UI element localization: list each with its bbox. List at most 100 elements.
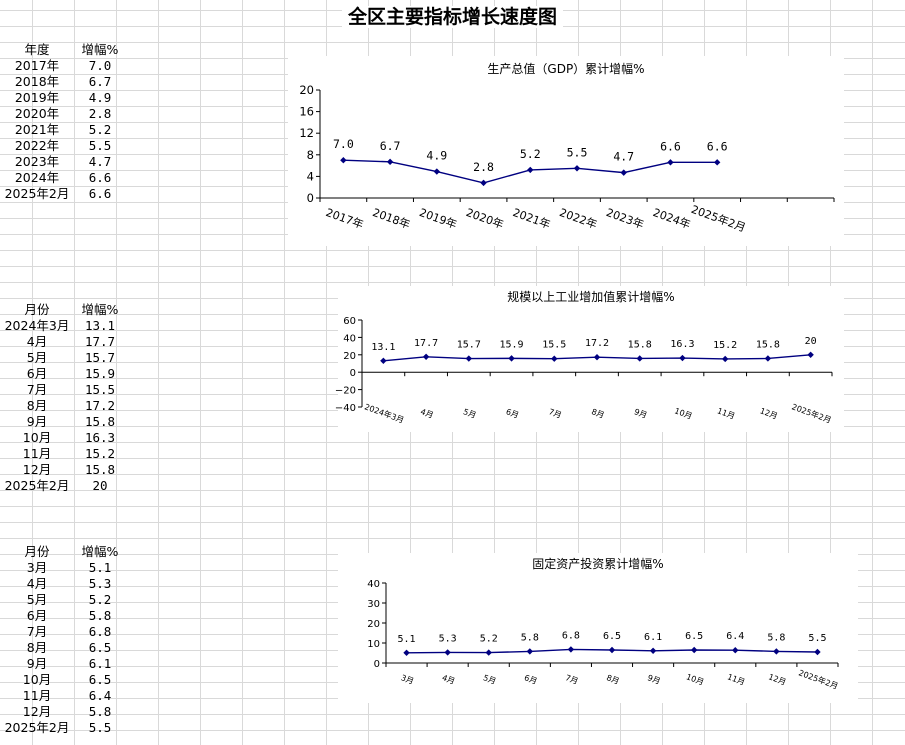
table-cell[interactable]: 2018年 [14,74,60,89]
data-point [465,355,473,362]
data-label: 17.2 [585,338,609,349]
investment-growth-chart[interactable]: 固定资产投资累计增幅% 0 10 20 30 40 3月 4月 5月 6月 7月 8月 9月 10月 11… [338,553,858,703]
table-cell[interactable]: 2019年 [14,90,60,105]
table-cell[interactable]: 8月 [26,398,48,413]
table-cell[interactable]: 9月 [26,414,48,429]
table-cell[interactable]: 6.6 [88,186,112,201]
table-cell[interactable]: 6.5 [88,672,112,687]
table-cell[interactable]: 20 [92,478,108,493]
table-cell[interactable]: 9月 [26,656,48,671]
table-cell[interactable]: 5.2 [88,122,112,137]
table-cell[interactable]: 5.3 [88,576,112,591]
table-cell[interactable]: 6月 [26,366,48,381]
table-cell[interactable]: 2025年2月 [4,478,70,493]
table-cell[interactable]: 2025年2月 [4,720,70,735]
table-cell[interactable]: 15.5 [84,382,116,397]
table-row: 10月 6.5 [0,672,126,688]
gdp-growth-chart[interactable]: 生产总值（GDP）累计增幅% 0 4 8 12 16 20 2017年 2018年 2019年 2… [288,56,844,246]
table-cell[interactable]: 4.7 [88,154,112,169]
table-cell[interactable]: 15.7 [84,350,116,365]
table-cell[interactable]: 11月 [22,446,52,461]
table-cell[interactable]: 15.8 [84,414,116,429]
data-point [403,649,410,656]
table-cell[interactable]: 2023年 [14,154,60,169]
data-label: 6.4 [726,631,744,642]
table-cell[interactable]: 5.8 [88,608,112,623]
data-point [444,649,451,656]
table-cell[interactable]: 5.1 [88,560,112,575]
table-cell[interactable]: 3月 [26,560,48,575]
table-row: 12月 15.8 [0,462,126,478]
table-cell[interactable]: 2025年2月 [4,186,70,201]
table-cell[interactable]: 11月 [22,688,52,703]
table-cell[interactable]: 4月 [26,576,48,591]
table-cell[interactable]: 6.4 [88,688,112,703]
table-cell[interactable]: 5.2 [88,592,112,607]
y-tick-label: 0 [307,191,314,205]
data-point [764,355,772,362]
y-tick-label: 60 [343,316,356,327]
table-cell[interactable]: 17.7 [84,334,116,349]
table-row: 10月 16.3 [0,430,126,446]
table-cell[interactable]: 4.9 [88,90,112,105]
table-cell[interactable]: 13.1 [84,318,116,333]
table-cell[interactable]: 6.8 [88,624,112,639]
data-point [433,168,441,175]
chart-title: 固定资产投资累计增幅% [532,557,664,571]
industry-growth-chart[interactable]: 规模以上工业增加值累计增幅% −40 −20 0 20 40 60 2024年3月 4月 5月 6… [335,286,844,432]
table-cell[interactable]: 6.7 [88,74,112,89]
table-cell[interactable]: 6月 [26,608,48,623]
data-label: 15.8 [756,339,780,350]
data-label: 15.2 [713,340,737,351]
table-cell[interactable]: 4月 [26,334,48,349]
header-cell[interactable]: 增幅% [81,302,119,317]
table-cell[interactable]: 10月 [22,430,52,445]
table-cell[interactable]: 7月 [26,624,48,639]
table-cell[interactable]: 5月 [26,350,48,365]
data-label: 15.9 [499,339,523,350]
table-cell[interactable]: 7.0 [88,58,112,73]
table-cell[interactable]: 2021年 [14,122,60,137]
header-cell[interactable]: 月份 [24,544,50,559]
table-cell[interactable]: 15.8 [84,462,116,477]
table-cell[interactable]: 8月 [26,640,48,655]
table-cell[interactable]: 2020年 [14,106,60,121]
table-cell[interactable]: 6.5 [88,640,112,655]
table-cell[interactable]: 5.5 [88,720,112,735]
table-cell[interactable]: 2017年 [14,58,60,73]
data-point [679,354,686,362]
y-tick-label: 30 [367,599,380,610]
header-cell[interactable]: 增幅% [81,544,119,559]
table-row: 8月 6.5 [0,640,126,656]
table-cell[interactable]: 5.5 [88,138,112,153]
data-label: 5.8 [767,632,785,643]
table-header-row: 月份 增幅% [0,302,126,318]
table-cell[interactable]: 6.1 [88,656,112,671]
table-cell[interactable]: 7月 [26,382,48,397]
header-cell[interactable]: 增幅% [81,42,119,57]
data-label: 2.8 [473,160,494,174]
table-cell[interactable]: 5月 [26,592,48,607]
table-cell[interactable]: 15.2 [84,446,116,461]
x-tick-label: 2018年 [371,205,412,231]
table-cell[interactable]: 2022年 [14,138,60,153]
x-tick-label: 9月 [646,673,661,686]
table-row: 2025年2月 20 [0,478,126,494]
table-cell[interactable]: 16.3 [84,430,116,445]
table-row: 11月 15.2 [0,446,126,462]
table-cell[interactable]: 12月 [22,462,52,477]
table-cell[interactable]: 2024年3月 [4,318,70,333]
x-tick-label: 10月 [685,672,705,687]
table-cell[interactable]: 5.8 [88,704,112,719]
table-cell[interactable]: 6.6 [88,170,112,185]
header-cell[interactable]: 月份 [24,302,50,317]
table-cell[interactable]: 2024年 [14,170,60,185]
table-cell[interactable]: 2.8 [88,106,112,121]
data-label: 5.2 [520,147,541,161]
header-cell[interactable]: 年度 [24,42,50,57]
data-label: 5.5 [567,145,588,159]
table-cell[interactable]: 10月 [22,672,52,687]
table-cell[interactable]: 17.2 [84,398,116,413]
table-cell[interactable]: 15.9 [84,366,116,381]
table-cell[interactable]: 12月 [22,704,52,719]
